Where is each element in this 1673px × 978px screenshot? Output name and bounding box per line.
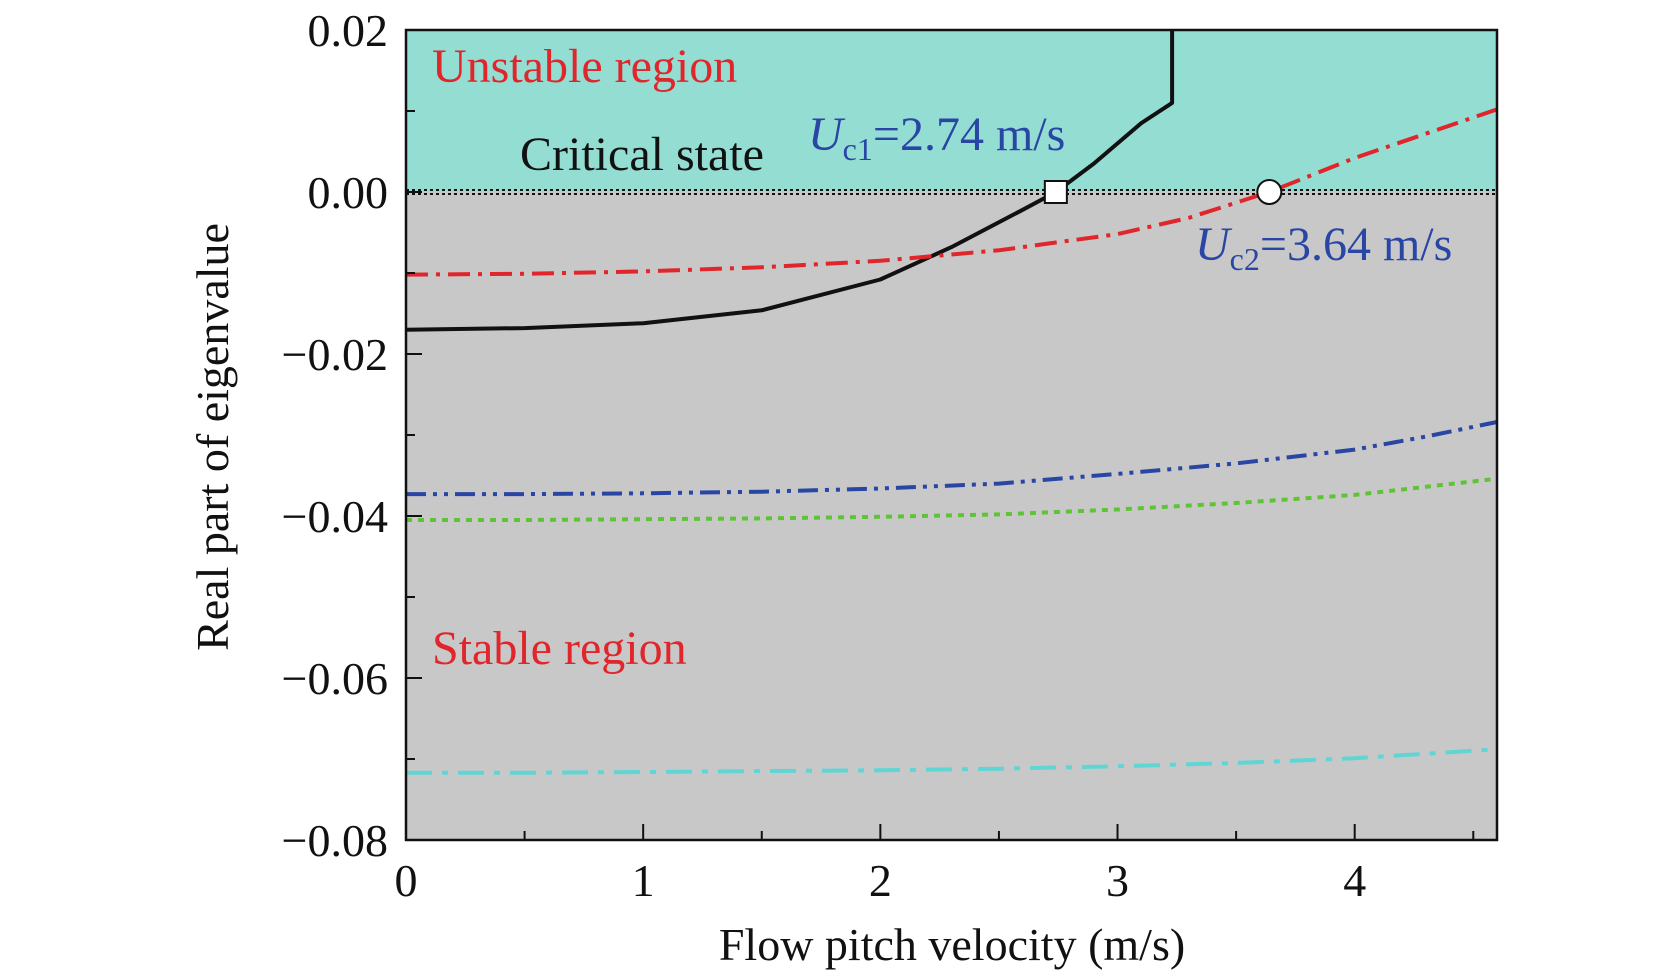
x-tick-label: 4 xyxy=(1343,855,1366,906)
x-axis-title: Flow pitch velocity (m/s) xyxy=(719,919,1185,970)
y-tick-label: −0.02 xyxy=(282,329,388,380)
y-tick-label: −0.06 xyxy=(282,653,388,704)
series-line-mode-3 xyxy=(406,420,1498,497)
y-tick-label: 0.00 xyxy=(308,167,389,218)
y-axis-title: Real part of eigenvalue xyxy=(187,223,238,651)
critical-velocity-label-c2: Uc2=3.64 m/s xyxy=(1195,218,1452,277)
series-line-mode-2 xyxy=(405,107,1498,277)
x-tick-label: 0 xyxy=(395,855,418,906)
unstable-region-fill xyxy=(406,30,1497,192)
series-line-mode-5 xyxy=(406,747,1498,775)
axes xyxy=(404,28,1499,842)
y-tick-label: 0.02 xyxy=(308,5,389,56)
critical-point-circle-marker xyxy=(1256,179,1283,205)
x-tick-label: 1 xyxy=(632,855,655,906)
region-labels: Unstable region Stable region Critical sta… xyxy=(432,40,764,675)
y-tick-label: −0.08 xyxy=(282,815,388,866)
y-tick-label: −0.04 xyxy=(282,491,388,542)
series-line-mode-1 xyxy=(405,30,1175,332)
x-tick-label: 2 xyxy=(869,855,892,906)
critical-point-square-marker xyxy=(1043,180,1068,204)
series-line-mode-4 xyxy=(406,476,1498,522)
series-lines xyxy=(405,30,1498,775)
unstable-region-label: Unstable region xyxy=(432,40,737,93)
tick-labels: 0 1 2 3 4 −0.08 −0.06 −0.04 −0.02 0.00 0.02 xyxy=(282,5,1367,906)
stable-region-label: Stable region xyxy=(432,622,687,675)
markers xyxy=(1043,179,1283,205)
annotations: Uc1=2.74 m/s Uc2=3.64 m/s xyxy=(808,108,1452,277)
critical-velocity-label-c1: Uc1=2.74 m/s xyxy=(808,108,1065,167)
critical-line xyxy=(406,189,1497,195)
x-tick-label: 3 xyxy=(1106,855,1129,906)
critical-state-label: Critical state xyxy=(520,128,764,181)
